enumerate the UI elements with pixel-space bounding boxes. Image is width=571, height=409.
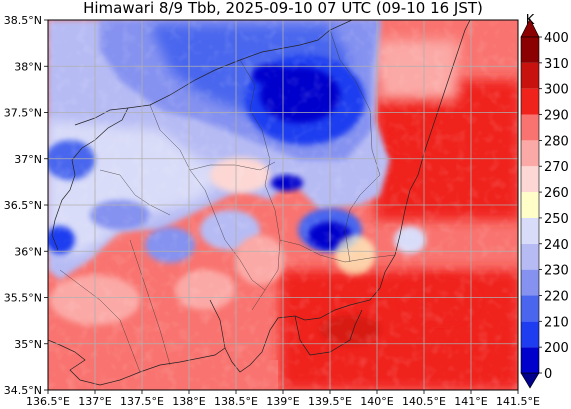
colorbar-segment bbox=[521, 114, 539, 141]
lat-tick-label: 38.5°N bbox=[4, 14, 42, 27]
lon-tick-label: 141°E bbox=[454, 395, 487, 408]
colorbar-segment bbox=[521, 192, 539, 218]
colorbar-tick-label: 230 bbox=[544, 264, 569, 279]
colorbar-segments bbox=[520, 18, 540, 389]
lon-tick-label: 138.5°E bbox=[214, 395, 258, 408]
colorbar-frame bbox=[520, 36, 540, 374]
colorbar-tick-label: 280 bbox=[544, 134, 569, 149]
colorbar-tick-labels: 0 200 210 220 230 240 250 260 270 280 290 300 310 400 bbox=[539, 31, 569, 382]
lon-tick-label: 139°E bbox=[266, 395, 299, 408]
colorbar-segment bbox=[521, 62, 539, 89]
colorbar-tick-label: 310 bbox=[544, 57, 569, 72]
colorbar-tick-label: 270 bbox=[544, 160, 569, 175]
colorbar-tick-label: 220 bbox=[544, 289, 569, 304]
lon-tick-label: 137°E bbox=[78, 395, 111, 408]
map-title: Himawari 8/9 Tbb, 2025-09-10 07 UTC (09-… bbox=[83, 0, 483, 17]
colorbar-segment bbox=[521, 88, 539, 115]
lon-tick-label: 140.5°E bbox=[402, 395, 446, 408]
prefecture-boundaries bbox=[59, 29, 396, 373]
lon-tick-label: 137.5°E bbox=[120, 395, 164, 408]
colorbar-extend-max bbox=[520, 18, 540, 38]
lon-tick-label: 140°E bbox=[360, 395, 393, 408]
colorbar-segment bbox=[521, 295, 539, 322]
colorbar-tick-label: 240 bbox=[544, 238, 569, 253]
lat-tick-label: 36.5°N bbox=[4, 199, 42, 212]
lat-tick-label: 35.5°N bbox=[4, 292, 42, 305]
lat-tick-label: 37.5°N bbox=[4, 107, 42, 120]
colorbar-tick-label: 200 bbox=[544, 341, 569, 356]
colorbar-segment bbox=[521, 321, 539, 348]
colorbar-tick-label: 0 bbox=[544, 367, 552, 382]
longitude-axis: 136.5°E 137°E 137.5°E 138°E 138.5°E 139°E 139.… bbox=[26, 390, 540, 408]
lon-tick-label: 136.5°E bbox=[26, 395, 70, 408]
lat-tick-label: 36°N bbox=[14, 245, 42, 258]
lon-tick-label: 139.5°E bbox=[308, 395, 352, 408]
lon-tick-label: 141.5°E bbox=[496, 395, 540, 408]
lat-tick-label: 38°N bbox=[14, 60, 42, 73]
colorbar-tick-label: 290 bbox=[544, 109, 569, 124]
colorbar-segment bbox=[521, 347, 539, 373]
lat-tick-label: 35°N bbox=[14, 338, 42, 351]
colorbar-segment bbox=[521, 269, 539, 296]
colorbar-segment bbox=[521, 217, 539, 244]
colorbar-segment bbox=[521, 166, 539, 193]
colorbar-tick-label: 260 bbox=[544, 186, 569, 201]
colorbar-tick-label: 210 bbox=[544, 315, 569, 330]
lat-tick-label: 37°N bbox=[14, 153, 42, 166]
lat-tick-label: 34.5°N bbox=[4, 384, 42, 397]
colorbar-segment bbox=[521, 140, 539, 167]
latitude-axis: 34.5°N 35°N 35.5°N 36°N 36.5°N 37°N 37.5°N 38°N… bbox=[4, 14, 48, 397]
colorbar-tick-label: 250 bbox=[544, 212, 569, 227]
colorbar-extend-min bbox=[520, 372, 540, 389]
colorbar-segment bbox=[521, 37, 539, 63]
colorbar-tick-label: 400 bbox=[544, 31, 569, 46]
colorbar-segment bbox=[521, 243, 539, 270]
lon-tick-label: 138°E bbox=[172, 395, 205, 408]
colorbar: K 02002102202302402502602702802903003104… bbox=[520, 13, 569, 389]
colorbar-tick-label: 300 bbox=[544, 83, 569, 98]
